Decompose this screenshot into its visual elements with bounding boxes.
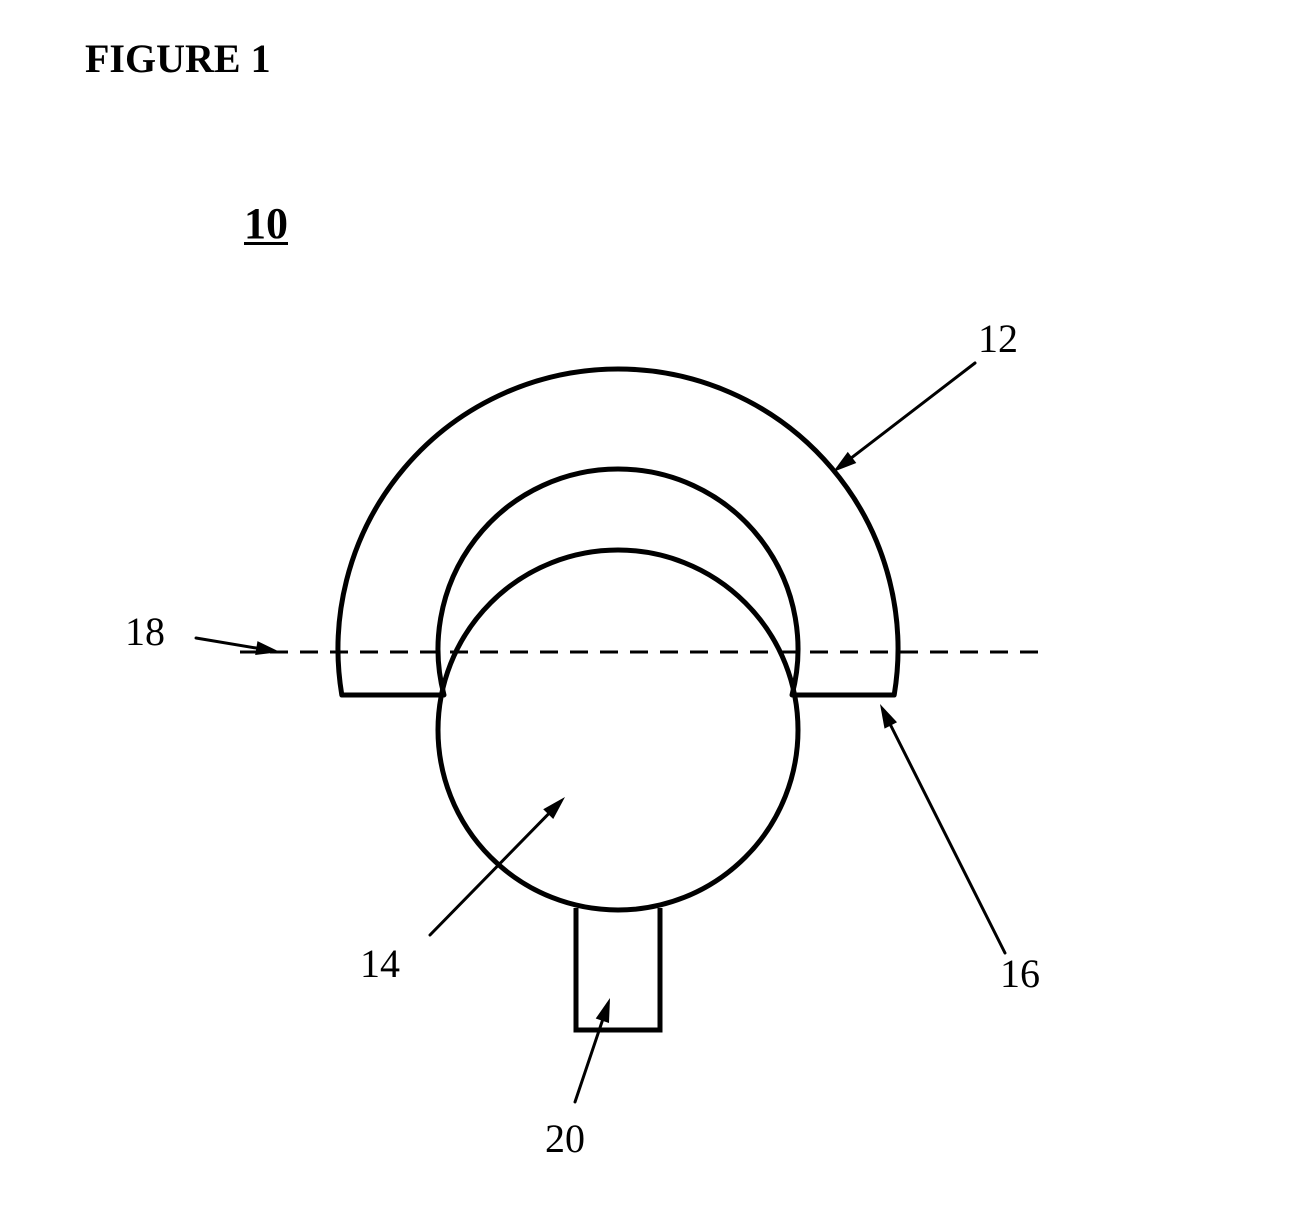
figure-title: FIGURE 1: [85, 35, 271, 82]
assembly-number: 10: [244, 198, 288, 249]
diagram-svg: [0, 0, 1301, 1229]
ref-label-12: 12: [978, 315, 1018, 362]
ref-label-14: 14: [360, 940, 400, 987]
ref-label-18: 18: [125, 608, 165, 655]
figure-canvas: { "figure": { "title": { "text": "FIGURE…: [0, 0, 1301, 1229]
ref-label-16: 16: [1000, 950, 1040, 997]
ref-label-20: 20: [545, 1115, 585, 1162]
